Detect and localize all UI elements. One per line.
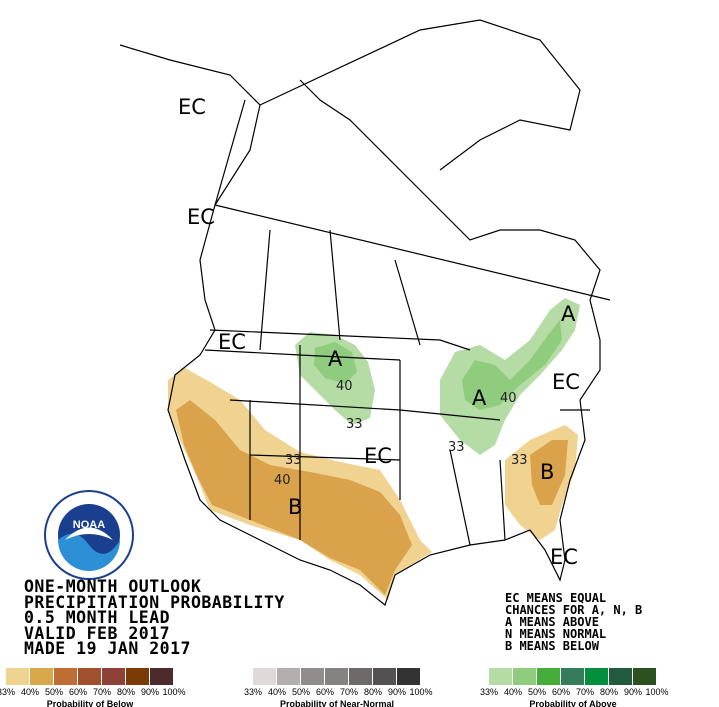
legend-near-normal: 33% 40% 50% 60% 70% 80% 90% 100% Probability of …: [244, 668, 433, 707]
legend-tick: 80%: [599, 687, 619, 697]
title-line: MADE 19 JAN 2017: [24, 639, 191, 658]
key-line: N MEANS NORMAL: [505, 627, 607, 641]
legend-swatch: [54, 668, 78, 685]
legend-below: 33% 40% 50% 60% 70% 80% 90%100% Probability of …: [0, 668, 186, 707]
key-line: EC MEANS EQUAL: [505, 591, 607, 605]
legend-swatch: [373, 668, 397, 685]
legend-swatch: [277, 668, 301, 685]
key-line: CHANCES FOR A, N, B: [505, 603, 643, 617]
legend-swatch: [609, 668, 633, 685]
contour-label: 40: [336, 379, 353, 394]
ec-label-midatlantic: EC: [552, 370, 580, 394]
legend-swatch: [349, 668, 373, 685]
legend-color-bar: [253, 668, 421, 685]
legend-swatch: [513, 668, 537, 685]
legend-tick: 90%: [623, 687, 643, 697]
title-line: 0.5 MONTH LEAD: [24, 608, 171, 627]
legend-title: Probability of Below: [46, 699, 134, 707]
legend-tick: 70%: [92, 687, 112, 697]
legend-swatch: [78, 668, 102, 685]
legend-ticks: 33% 40% 50% 60% 70% 80% 90%100%: [244, 685, 433, 697]
contour-label: 33: [448, 440, 465, 455]
legend-tick: 40%: [503, 687, 523, 697]
below-40-southeast: [530, 440, 568, 505]
legend-tick: 70%: [339, 687, 359, 697]
legend-title: Probability of Near-Normal: [279, 699, 395, 707]
legend-title: Probability of Above: [529, 699, 617, 707]
title-line: ONE-MONTH OUTLOOK: [24, 577, 202, 596]
key-line: A MEANS ABOVE: [505, 615, 599, 629]
legend-color-bar: [489, 668, 657, 685]
legend-tick: 40%: [267, 687, 287, 697]
legend-tick: 40%: [20, 687, 40, 697]
legend-swatch: [126, 668, 150, 685]
legend-color-bar: [6, 668, 174, 685]
legend-swatch: [30, 668, 54, 685]
a-label-northeast: A: [561, 302, 576, 326]
above-40-great-lakes-northeast: [462, 320, 562, 410]
legend-tick: 100%: [645, 687, 669, 697]
title-block: ONE-MONTH OUTLOOK PRECIPITATION PROBABIL…: [24, 579, 285, 657]
legend-tick: 100%: [409, 687, 433, 697]
legend-swatch: [561, 668, 585, 685]
a-label-plains: A: [328, 347, 343, 371]
legend-tick: 50%: [527, 687, 547, 697]
legend-swatch: [633, 668, 657, 685]
legend-swatch: [6, 668, 30, 685]
legend-tick: 33%: [0, 687, 16, 697]
legend-swatch: [585, 668, 609, 685]
ec-label-northwest: EC: [218, 330, 246, 354]
legend-swatch: [253, 668, 277, 685]
legend-swatch: [150, 668, 174, 685]
ec-label-bc: EC: [187, 205, 215, 229]
key-line: B MEANS BELOW: [505, 639, 599, 653]
key-block: EC MEANS EQUAL CHANCES FOR A, N, B A MEA…: [505, 592, 642, 652]
legend-tick: 60%: [68, 687, 88, 697]
legend-ticks: 33% 40% 50% 60% 70% 80% 90%100%: [0, 685, 186, 697]
title-line: VALID FEB 2017: [24, 623, 171, 643]
legend-swatch: [489, 668, 513, 685]
noaa-logo: NOAA: [44, 490, 134, 580]
above-33-great-lakes-northeast: [440, 298, 580, 455]
legend-swatch: [537, 668, 561, 685]
ec-label-alaska: EC: [178, 95, 206, 119]
legend-tick: 50%: [44, 687, 64, 697]
noaa-logo-text: NOAA: [73, 519, 105, 531]
legend-tick: 60%: [315, 687, 335, 697]
below-40-southwest: [176, 400, 412, 595]
legend-tick: 90%: [387, 687, 407, 697]
legend-tick: 50%: [291, 687, 311, 697]
legend-swatch: [301, 668, 325, 685]
contour-label: 40: [274, 473, 291, 488]
legend-tick: 60%: [551, 687, 571, 697]
b-label-southeast: B: [540, 460, 554, 484]
coastlines-and-borders: [119, 19, 611, 607]
b-label-southwest: B: [288, 495, 302, 519]
legend-tick: 70%: [575, 687, 595, 697]
legend-tick: 80%: [116, 687, 136, 697]
legend-tick: 33%: [243, 687, 263, 697]
contour-label: 40: [500, 391, 517, 406]
title-line: PRECIPITATION PROBABILITY: [24, 592, 285, 612]
legend-above: 33% 40% 50% 60% 70% 80% 90% 100% Probability of …: [480, 668, 669, 707]
contour-label: 33: [285, 453, 302, 468]
a-label-great-lakes: A: [472, 386, 487, 410]
contour-label: 33: [511, 453, 528, 468]
legend-tick: 80%: [363, 687, 383, 697]
ec-label-central: EC: [364, 444, 392, 468]
legend-ticks: 33% 40% 50% 60% 70% 80% 90%100%: [480, 685, 669, 697]
legend-swatch: [102, 668, 126, 685]
contour-label: 33: [346, 417, 363, 432]
legend-tick: 90%: [140, 687, 160, 697]
legend-swatch: [397, 668, 421, 685]
legend-tick: 33%: [479, 687, 499, 697]
legend-tick: 100%: [162, 687, 186, 697]
ec-label-florida: EC: [550, 545, 578, 569]
legend-swatch: [325, 668, 349, 685]
above-40-plains: [314, 342, 357, 384]
